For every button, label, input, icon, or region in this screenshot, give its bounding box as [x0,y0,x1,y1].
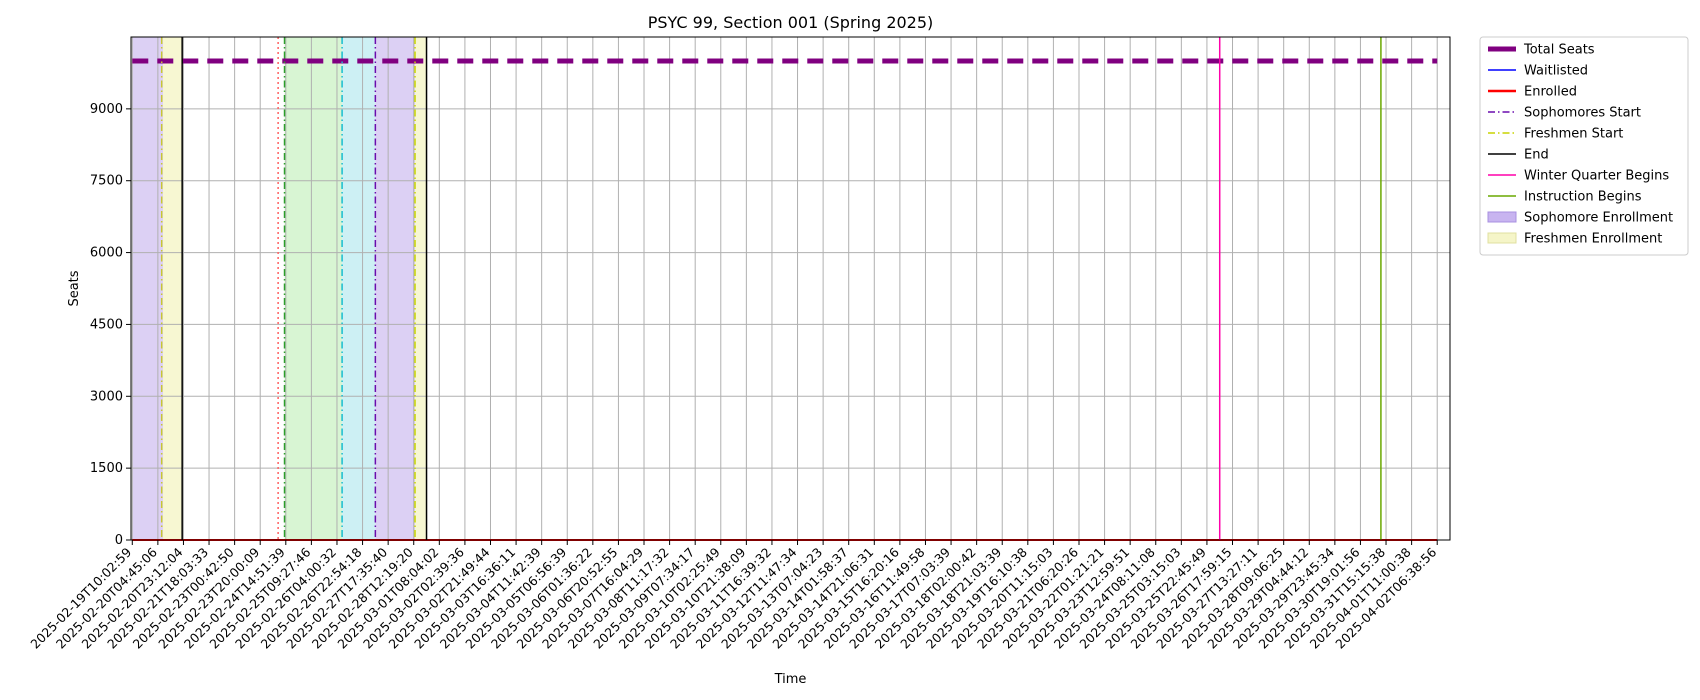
legend-label: End [1524,148,1549,163]
legend-label: Instruction Begins [1524,190,1642,205]
enrollment-span [415,37,427,540]
x-axis-label: Time [774,672,807,687]
legend-label: Waitlisted [1524,64,1588,79]
y-tick-label: 4500 [90,317,123,332]
y-tick-label: 1500 [90,461,123,476]
legend-label: Freshmen Enrollment [1524,232,1662,247]
legend-label: Total Seats [1523,43,1595,58]
y-tick-label: 9000 [90,102,123,117]
legend-label: Sophomores Start [1524,106,1641,121]
y-tick-label: 0 [115,533,123,548]
chart-title: PSYC 99, Section 001 (Spring 2025) [648,13,934,32]
legend: Total Seats Waitlisted Enrolled Sophomores … [1479,36,1689,256]
enrollment-span [284,37,343,540]
enrollment-span [132,37,163,540]
y-tick-label: 3000 [90,389,123,404]
y-axis-label: Seats [67,270,82,306]
y-tick-label: 7500 [90,174,123,189]
plot-frame [130,36,1451,541]
legend-label: Sophomore Enrollment [1524,211,1673,226]
legend-label: Enrolled [1524,85,1577,100]
y-tick-label: 6000 [90,246,123,261]
legend-swatch [1487,211,1517,223]
legend-label: Freshmen Start [1524,127,1623,142]
enrollment-span [342,37,376,540]
legend-swatch [1487,232,1517,244]
enrollment-span [375,37,416,540]
enrollment-span [162,37,183,540]
legend-box [1479,36,1689,256]
legend-label: Winter Quarter Begins [1524,169,1669,184]
